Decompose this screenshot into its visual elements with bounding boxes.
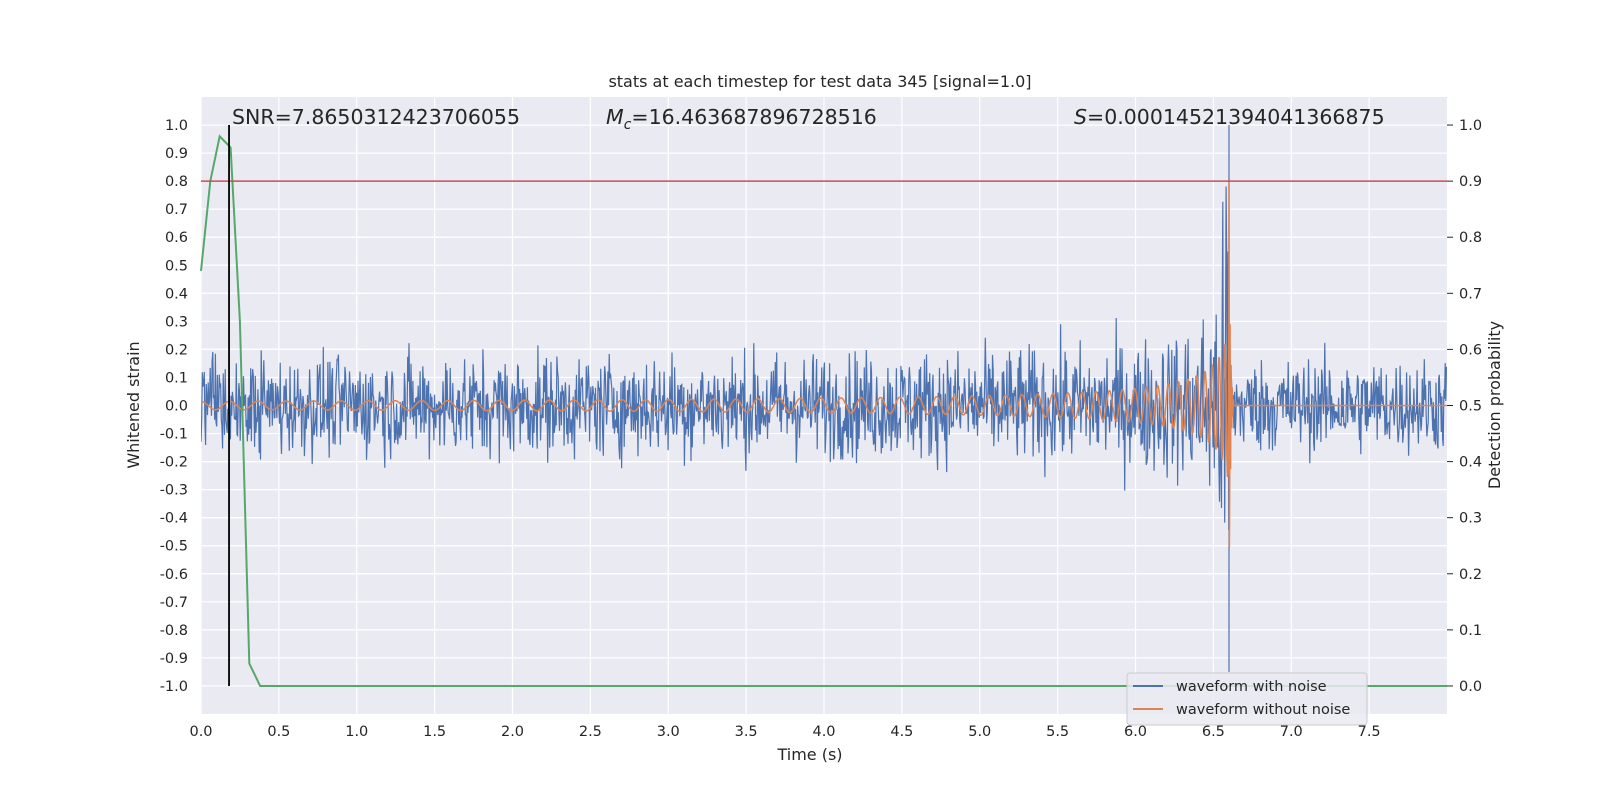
y-tick-label: 0.2 bbox=[165, 342, 188, 358]
y-tick-label: 0.0 bbox=[165, 399, 188, 415]
x-tick-label: 2.0 bbox=[501, 724, 524, 740]
y-tick-label: -1.0 bbox=[160, 679, 188, 695]
x-tick-label: 2.5 bbox=[579, 724, 602, 740]
y-tick-label: 0.1 bbox=[165, 370, 188, 386]
x-tick-label: 0.5 bbox=[267, 724, 290, 740]
x-tick-label: 7.0 bbox=[1280, 724, 1303, 740]
x-tick-label: 5.5 bbox=[1046, 724, 1069, 740]
x-tick-label: 1.5 bbox=[423, 724, 446, 740]
y2-axis-label: Detection probability bbox=[1485, 321, 1504, 489]
y2-tick-label: 0.6 bbox=[1459, 342, 1482, 358]
y-tick-label: -0.4 bbox=[160, 511, 188, 527]
reference-lines bbox=[200, 125, 1447, 687]
y2-tick-label: 1.0 bbox=[1459, 118, 1482, 134]
legend-label-noise: waveform with noise bbox=[1176, 679, 1327, 695]
y-tick-label: 0.3 bbox=[165, 314, 188, 330]
series-lines bbox=[201, 125, 1447, 672]
y2-tick-label: 0.0 bbox=[1459, 679, 1482, 695]
statistic-annotation: S=0.00014521394041366875 bbox=[1074, 105, 1385, 129]
x-tick-label: 5.0 bbox=[968, 724, 991, 740]
snr-annotation: SNR=7.8650312423706055 bbox=[232, 105, 520, 129]
y-tick-label: -0.5 bbox=[160, 539, 188, 555]
y-tick-label: -0.1 bbox=[160, 427, 188, 443]
x-tick-label: 3.5 bbox=[735, 724, 758, 740]
y-tick-label: 0.6 bbox=[165, 230, 188, 246]
y2-tick-label: 0.4 bbox=[1459, 455, 1482, 471]
series-waveform-without-noise bbox=[201, 181, 1447, 548]
y2-tick-label: 0.1 bbox=[1459, 623, 1482, 639]
y2-tick-label: 0.2 bbox=[1459, 567, 1482, 583]
y-tick-label: 0.7 bbox=[165, 202, 188, 218]
legend: waveform with noise waveform without noi… bbox=[1126, 672, 1368, 726]
chirp-mass-annotation: Mc=16.463687896728516 bbox=[606, 105, 877, 133]
x-axis-label: Time (s) bbox=[776, 745, 842, 764]
y-axis-label: Whitened strain bbox=[124, 341, 143, 468]
x-tick-label: 6.5 bbox=[1202, 724, 1225, 740]
x-tick-label: 1.0 bbox=[345, 724, 368, 740]
x-tick-label: 4.0 bbox=[812, 724, 835, 740]
y-tick-label: 0.4 bbox=[165, 286, 188, 302]
y2-tick-label: 0.3 bbox=[1459, 511, 1482, 527]
y-tick-label: 0.5 bbox=[165, 258, 188, 274]
x-tick-label: 6.0 bbox=[1124, 724, 1147, 740]
y2-tick-label: 0.7 bbox=[1459, 286, 1482, 302]
legend-label-clean: waveform without noise bbox=[1176, 702, 1350, 718]
x-tick-label: 0.0 bbox=[189, 724, 212, 740]
series-detection-probability bbox=[200, 134, 1447, 687]
chart-title: stats at each timestep for test data 345… bbox=[608, 72, 1031, 91]
y-tick-label: 0.8 bbox=[165, 174, 188, 190]
y-tick-label: -0.9 bbox=[160, 651, 188, 667]
y2-tick-label: 0.8 bbox=[1459, 230, 1482, 246]
x-tick-label: 4.5 bbox=[890, 724, 913, 740]
y-tick-label: -0.6 bbox=[160, 567, 188, 583]
y-tick-label: 1.0 bbox=[165, 118, 188, 134]
x-tick-label: 7.5 bbox=[1358, 724, 1381, 740]
y-tick-label: -0.8 bbox=[160, 623, 188, 639]
y2-tick-label: 0.5 bbox=[1459, 399, 1482, 415]
y-tick-label: -0.7 bbox=[160, 595, 188, 611]
y-tick-label: -0.2 bbox=[160, 455, 188, 471]
legend-box bbox=[1126, 672, 1368, 726]
y-tick-label: -0.3 bbox=[160, 483, 188, 499]
tick-labels: 0.0 0.5 1.0 1.5 2.0 2.5 3.0 3.5 4.0 4.5 5.0 5.5 6.0 6… bbox=[160, 118, 1482, 740]
x-tick-label: 3.0 bbox=[657, 724, 680, 740]
y2-tick-label: 0.9 bbox=[1459, 174, 1482, 190]
y-tick-label: 0.9 bbox=[165, 146, 188, 162]
